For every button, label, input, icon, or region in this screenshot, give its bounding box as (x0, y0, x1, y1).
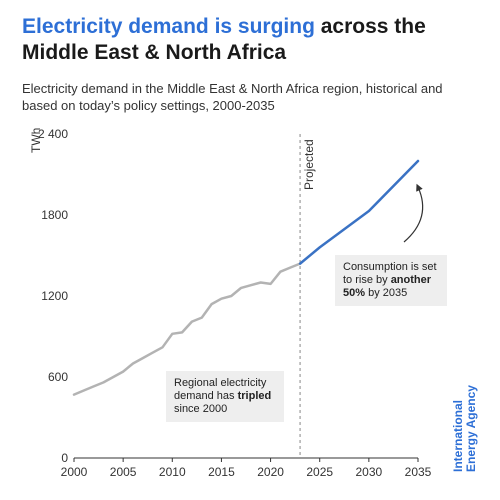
x-tick-label: 2015 (208, 465, 235, 479)
y-tick-label: 1800 (41, 208, 68, 222)
y-tick-label: 2 400 (38, 127, 68, 141)
callout-arrow (403, 183, 424, 243)
historical-annotation: Regional electricity demand has tripled … (166, 371, 284, 422)
title-rest: across the Middle East & North Africa (22, 15, 426, 64)
projected-annotation-pre: Consumption is set to rise by (343, 261, 437, 286)
projected-annotation-bold: another 50% (343, 274, 432, 299)
y-tick-label: 1200 (41, 289, 68, 303)
historical-series-line (72, 262, 302, 396)
y-tick-label: 0 (61, 451, 68, 465)
organization-logo: International Energy Agency (451, 385, 478, 472)
chart-title: Electricity demand is surging across the… (22, 14, 462, 66)
historical-annotation-bold: tripled (237, 390, 272, 402)
x-tick-label: 2020 (257, 465, 284, 479)
projected-label: Projected (302, 139, 316, 190)
x-tick-label: 2030 (356, 465, 383, 479)
historical-annotation-post: since 2000 (174, 403, 228, 415)
organization-line-2: Energy Agency (464, 385, 478, 472)
x-tick-label: 2010 (159, 465, 186, 479)
x-tick-label: 2000 (61, 465, 88, 479)
title-highlight: Electricity demand is surging (22, 15, 315, 38)
projected-series-line (298, 159, 420, 265)
chart-subtitle: Electricity demand in the Middle East & … (22, 81, 443, 113)
x-tick-label: 2025 (306, 465, 333, 479)
x-tick-label: 2005 (110, 465, 137, 479)
historical-annotation-pre: Regional electricity demand has (174, 377, 267, 402)
projected-annotation: Consumption is set to rise by another 50… (335, 255, 447, 306)
projected-annotation-post: by 2035 (365, 287, 408, 299)
y-axis-label: TWh (29, 128, 43, 153)
x-tick-label: 2035 (405, 465, 432, 479)
y-tick-label: 600 (48, 370, 68, 384)
